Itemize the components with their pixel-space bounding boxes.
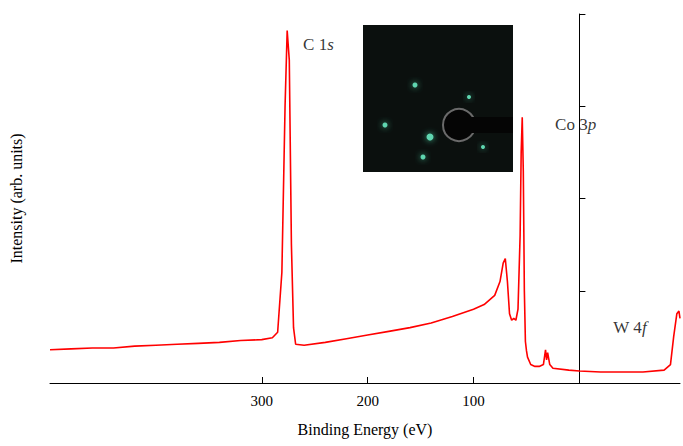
svg-text:Co 3: Co 3: [555, 115, 588, 134]
svg-text:Intensity (arb. units): Intensity (arb. units): [8, 133, 26, 263]
svg-text:W 4: W 4: [613, 318, 642, 337]
svg-text:p: p: [587, 115, 597, 134]
svg-text:f: f: [642, 318, 649, 337]
svg-text:s: s: [327, 35, 334, 54]
svg-text:300: 300: [251, 393, 274, 409]
svg-text:Binding Energy (eV): Binding Energy (eV): [298, 421, 433, 439]
svg-text:100: 100: [462, 393, 485, 409]
svg-text:C 1: C 1: [303, 35, 327, 54]
svg-text:200: 200: [356, 393, 379, 409]
